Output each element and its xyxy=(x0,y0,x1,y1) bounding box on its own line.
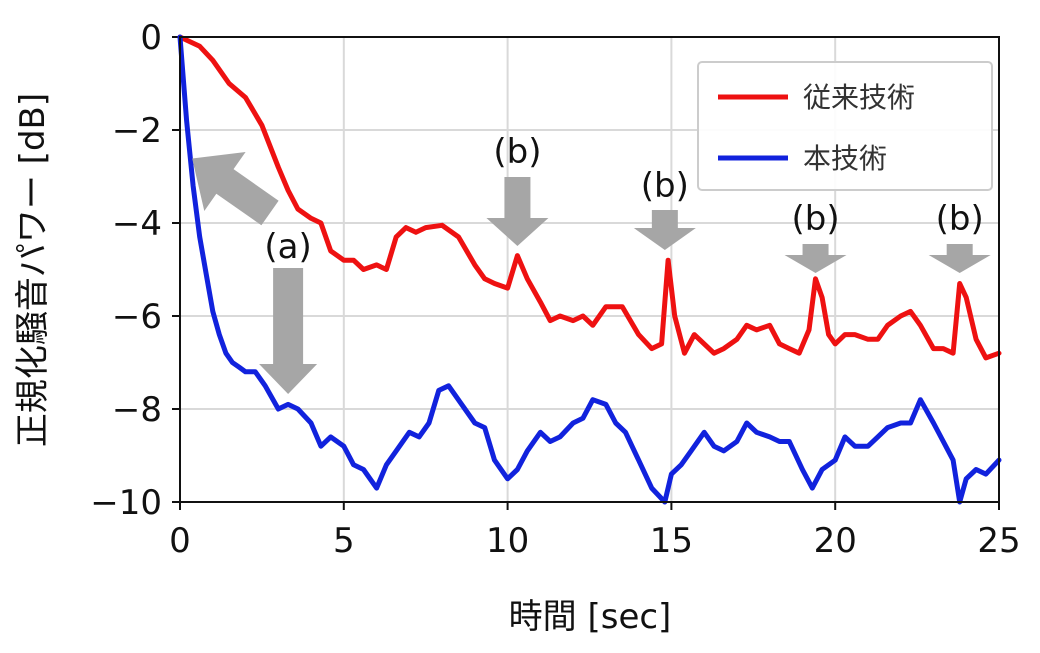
x-tick-label: 5 xyxy=(333,521,355,561)
plot-frame xyxy=(179,36,1000,503)
y-axis-label: 正規化騒音パワー [dB] xyxy=(13,93,53,447)
down-arrow-icon xyxy=(486,177,549,246)
y-tick-label: −10 xyxy=(90,483,162,523)
legend-label-proposed: 本技術 xyxy=(803,142,887,175)
annotation-arrows xyxy=(192,151,991,394)
legend-label-conventional: 従来技術 xyxy=(803,81,915,114)
x-tick-label: 15 xyxy=(650,521,693,561)
x-tick-label: 20 xyxy=(814,521,857,561)
legend: 従来技術 本技術 xyxy=(697,61,993,191)
series-line-0 xyxy=(177,34,1002,361)
y-tick-label: −4 xyxy=(112,204,162,244)
y-tick-label: −8 xyxy=(112,390,162,430)
annotation-label: (b) xyxy=(641,166,689,206)
down-arrow-icon xyxy=(633,210,696,250)
annotation-label: (b) xyxy=(791,199,839,239)
x-tick-label: 25 xyxy=(977,521,1020,561)
annotation-label: (a) xyxy=(264,227,311,267)
annotations: (a) (b) (b) (b) (b) xyxy=(264,132,983,267)
series xyxy=(177,34,1002,505)
y-tick-label: −2 xyxy=(112,111,162,151)
x-axis-label: 時間 [sec] xyxy=(509,597,672,637)
y-ticks: 0 −2 −4 −6 −8 −10 xyxy=(90,18,180,523)
down-arrow-icon xyxy=(259,268,318,394)
down-arrow-icon xyxy=(784,244,847,273)
series-line-1 xyxy=(177,34,1002,505)
y-tick-label: 0 xyxy=(140,18,162,58)
annotation-label: (b) xyxy=(936,199,984,239)
y-tick-label: −6 xyxy=(112,297,162,337)
down-arrow-icon xyxy=(928,244,991,273)
x-tick-label: 0 xyxy=(169,521,191,561)
x-ticks: 0 5 10 15 20 25 xyxy=(169,502,1021,561)
x-tick-label: 10 xyxy=(486,521,529,561)
annotation-label: (b) xyxy=(493,132,541,172)
diagonal-arrow-icon xyxy=(192,151,279,226)
